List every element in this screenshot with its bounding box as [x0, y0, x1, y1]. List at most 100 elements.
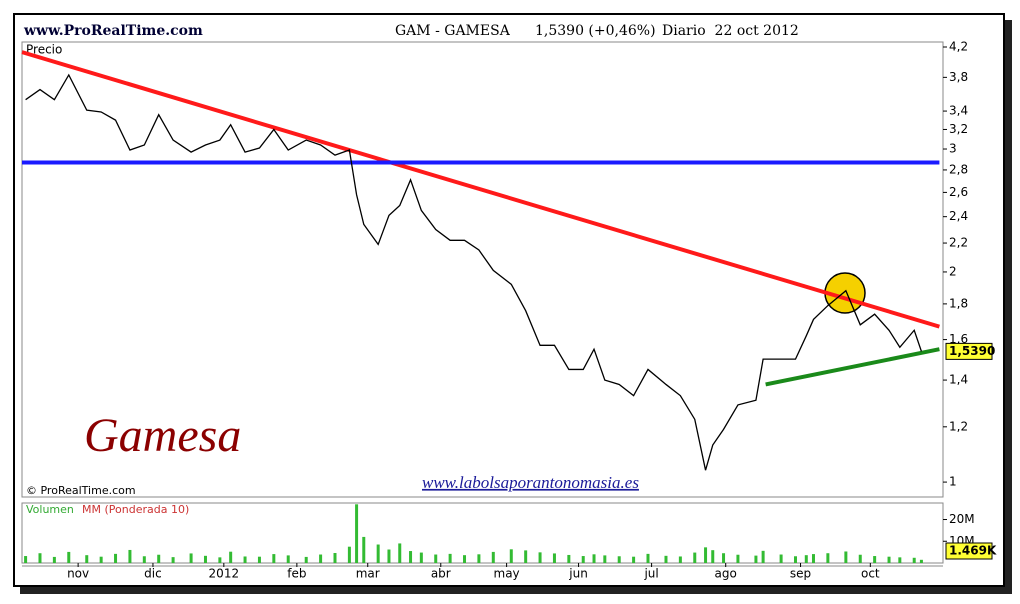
volume-bar: [844, 551, 848, 563]
period: Diario 22 oct 2012: [662, 23, 799, 39]
price-panel: [21, 41, 944, 498]
copyright: © ProRealTime.com: [26, 484, 136, 497]
y-tick-label: 1,6: [949, 332, 968, 346]
volume-bar: [898, 557, 902, 563]
y-tick-label: 1,8: [949, 296, 968, 310]
y-tick-label: 1,4: [949, 373, 968, 387]
volume-bar: [52, 556, 56, 563]
volume-bar: [664, 555, 668, 563]
volume-bar: [811, 554, 815, 563]
volume-bar: [509, 549, 513, 563]
volume-bar: [552, 553, 556, 563]
volume-bar: [243, 556, 247, 563]
volume-bar: [362, 536, 366, 563]
x-tick-label: jul: [643, 567, 658, 581]
volume-bar: [912, 557, 916, 563]
y-tick-label: 3,4: [949, 104, 968, 118]
volume-bar: [409, 551, 413, 563]
last-volume-box: [945, 542, 993, 560]
last-volume-label: 1.469K: [949, 544, 997, 558]
volume-bar: [761, 550, 765, 563]
volume-bar: [873, 556, 877, 563]
volume-bar: [779, 554, 783, 563]
volume-bar: [99, 556, 103, 563]
volume-bar: [711, 550, 715, 563]
y-tick-label: 2,2: [949, 236, 968, 250]
volume-bar: [142, 556, 146, 563]
volume-bar: [203, 555, 207, 563]
volume-bar: [85, 555, 89, 563]
volume-bar: [333, 553, 337, 563]
x-tick-label: ago: [715, 567, 737, 581]
x-tick-label: may: [494, 567, 520, 581]
x-tick-label: mar: [356, 567, 380, 581]
volume-bar: [355, 504, 359, 563]
title: GAM - GAMESA: [395, 23, 511, 39]
volume-bar: [693, 552, 697, 563]
volume-bar: [286, 555, 290, 563]
last-price-label: 1,5390: [949, 344, 995, 358]
volume-bar: [304, 556, 308, 563]
y-tick-label: 1,2: [949, 419, 968, 433]
volume-bar: [38, 553, 42, 563]
volume-bar: [491, 551, 495, 563]
y-tick-label: 1: [949, 475, 957, 489]
volume-bar: [434, 554, 438, 563]
volume-panel: [21, 502, 944, 564]
y-tick-label: 2,6: [949, 185, 968, 199]
volume-bar: [157, 554, 161, 563]
volume-bar: [398, 543, 402, 563]
ma-label: MM (Ponderada 10): [82, 503, 189, 516]
volume-bar: [257, 556, 261, 563]
x-tick-label: jun: [568, 567, 588, 581]
volume-bar: [581, 556, 585, 563]
x-tick-label: sep: [790, 567, 811, 581]
volume-bar: [919, 559, 923, 563]
website: www.labolsaporantonomasia.es: [422, 473, 639, 492]
y-tick-label: 2,4: [949, 209, 968, 223]
volume-bar: [67, 551, 71, 563]
volume-bar: [887, 556, 891, 563]
x-tick-label: nov: [67, 567, 89, 581]
x-tick-label: oct: [861, 567, 880, 581]
last-price-box: [945, 342, 993, 360]
x-tick-label: 2012: [209, 567, 240, 581]
source: www.ProRealTime.com: [23, 23, 203, 39]
trend-line: [765, 347, 940, 387]
volume-bar: [448, 553, 452, 563]
panel-label: Precio: [26, 43, 62, 57]
volume-bar: [617, 556, 621, 563]
volume-bar: [632, 556, 636, 563]
x-tick-label: abr: [431, 567, 451, 581]
volume-bar: [387, 549, 391, 563]
x-tick-label: dic: [144, 567, 162, 581]
name-text: Gamesa: [84, 409, 241, 462]
volume-bar: [114, 553, 118, 563]
volume-bar: [736, 554, 740, 563]
volume-label: Volumen: [26, 503, 74, 516]
y-tick-label: 3,2: [949, 122, 968, 136]
volume-bar: [592, 554, 596, 563]
volume-bar: [646, 553, 650, 563]
volume-bar: [678, 556, 682, 563]
volume-bar: [218, 557, 222, 563]
volume-bar: [722, 553, 726, 563]
quote: 1,5390 (+0,46%): [535, 23, 656, 39]
volume-bar: [128, 549, 132, 563]
volume-bar: [754, 555, 758, 563]
trend-line: [21, 50, 940, 329]
volume-bar: [229, 551, 233, 563]
volume-bar: [376, 544, 380, 563]
price-line: [25, 73, 923, 471]
volume-bar: [858, 554, 862, 563]
volume-bar: [524, 550, 528, 563]
volume-bar: [272, 554, 276, 563]
y-tick-label: 3,8: [949, 70, 968, 84]
volume-bar: [319, 554, 323, 563]
volume-bar: [463, 555, 467, 563]
y-tick-label: 3: [949, 142, 957, 156]
volume-bar: [793, 556, 797, 563]
volume-tick-label: 20M: [949, 512, 975, 526]
volume-bar: [477, 554, 481, 563]
